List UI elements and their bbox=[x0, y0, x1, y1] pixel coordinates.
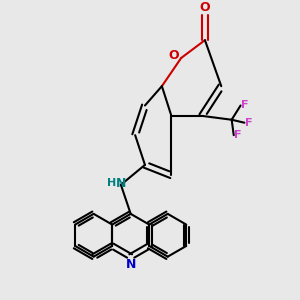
Text: O: O bbox=[168, 49, 179, 62]
Text: F: F bbox=[245, 118, 253, 128]
Text: N: N bbox=[116, 177, 127, 190]
Text: H: H bbox=[107, 178, 117, 188]
Text: F: F bbox=[241, 100, 249, 110]
Text: O: O bbox=[200, 1, 210, 14]
Text: N: N bbox=[125, 259, 136, 272]
Text: F: F bbox=[234, 130, 242, 140]
